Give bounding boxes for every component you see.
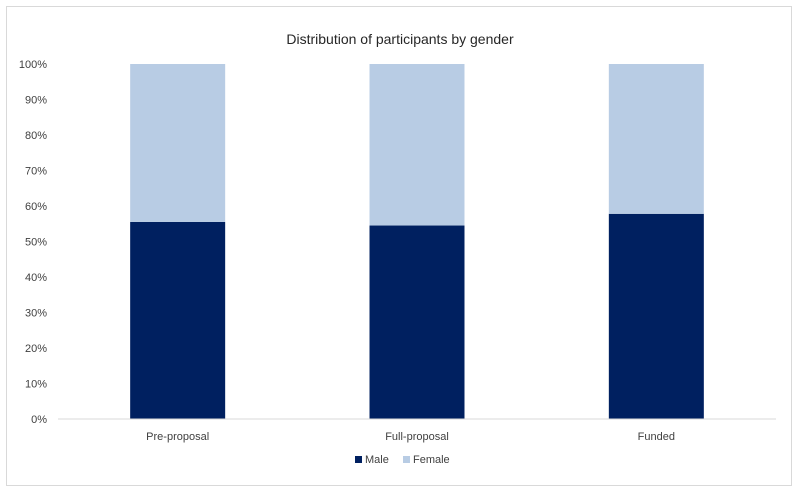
- y-tick-label: 70%: [25, 166, 47, 178]
- x-tick-label: Full-proposal: [385, 431, 449, 443]
- bar-female-2: [369, 64, 465, 226]
- legend-swatch-female: [403, 456, 410, 463]
- y-tick-label: 30%: [25, 308, 47, 320]
- y-tick-label: 40%: [25, 272, 47, 284]
- y-tick-label: 100%: [19, 59, 47, 71]
- bar-male-2: [369, 225, 465, 419]
- bar-female-3: [608, 64, 704, 214]
- y-tick-label: 80%: [25, 130, 47, 142]
- legend: Male Female: [355, 454, 450, 466]
- y-tick-label: 90%: [25, 95, 47, 107]
- y-tick-label: 20%: [25, 343, 47, 355]
- y-tick-label: 10%: [25, 379, 47, 391]
- x-tick-label: Pre-proposal: [146, 431, 209, 443]
- y-tick-label: 50%: [25, 237, 47, 249]
- legend-label-female: Female: [413, 454, 450, 466]
- bar-male-1: [130, 221, 226, 419]
- x-tick-label: Funded: [638, 431, 675, 443]
- bar-male-3: [608, 213, 704, 419]
- y-tick-label: 60%: [25, 201, 47, 213]
- chart-title: Distribution of participants by gender: [286, 31, 514, 47]
- y-axis: 0% 10% 20% 30% 40% 50% 60% 70% 80% 90% 100%: [19, 59, 47, 426]
- legend-label-male: Male: [365, 454, 389, 466]
- legend-swatch-male: [355, 456, 362, 463]
- bar-female-1: [130, 64, 226, 222]
- x-axis: Pre-proposal Full-proposal Funded: [146, 431, 675, 443]
- bars: [130, 64, 704, 419]
- y-tick-label: 0%: [31, 414, 47, 426]
